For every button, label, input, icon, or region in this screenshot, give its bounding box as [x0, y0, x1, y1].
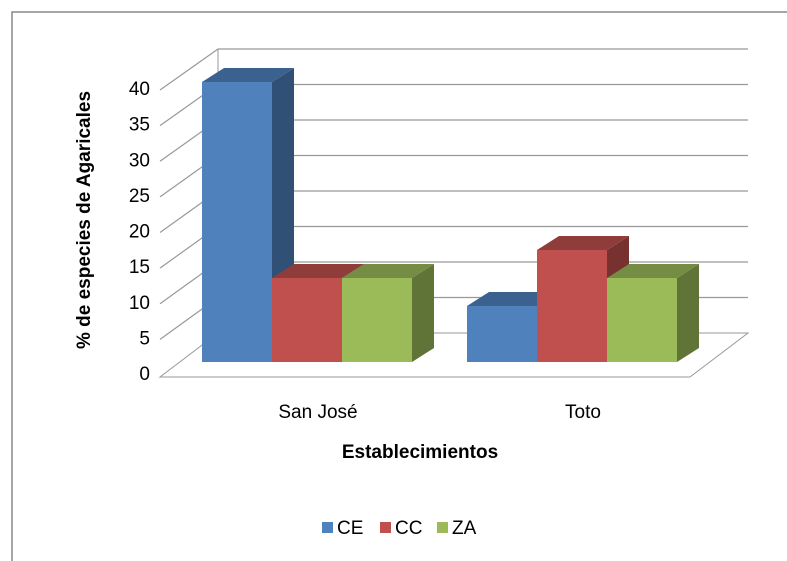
y-tick-label: 5 — [139, 328, 150, 349]
y-tick-label: 25 — [129, 186, 150, 207]
y-tick-label: 35 — [129, 115, 150, 136]
legend-label: CE — [337, 518, 363, 539]
legend-swatch — [322, 522, 333, 533]
bar-top — [607, 264, 699, 278]
y-axis-title: % de especies de Agaricales — [74, 91, 95, 349]
legend-label: CC — [395, 518, 422, 539]
bar-top — [537, 236, 629, 250]
y-tick-label: 30 — [129, 150, 150, 171]
legend-swatch — [437, 522, 448, 533]
bar-side — [412, 264, 434, 362]
y-tick-label: 15 — [129, 257, 150, 278]
x-tick-label: Toto — [565, 402, 601, 423]
bar-top — [202, 68, 294, 82]
bar — [342, 278, 412, 362]
bar — [467, 306, 537, 362]
bar — [202, 82, 272, 362]
bar-top — [342, 264, 434, 278]
y-tick-label: 20 — [129, 222, 150, 243]
legend-label: ZA — [452, 518, 477, 539]
x-axis-title: Establecimientos — [342, 442, 498, 463]
bar-side — [677, 264, 699, 362]
bar-top — [467, 292, 559, 306]
x-tick-label: San José — [278, 402, 357, 423]
y-tick-label: 0 — [139, 364, 150, 385]
bar — [537, 250, 607, 362]
y-tick-label: 40 — [129, 79, 150, 100]
y-tick-label: 10 — [129, 293, 150, 314]
bar-top — [272, 264, 364, 278]
bar — [272, 278, 342, 362]
legend-swatch — [380, 522, 391, 533]
bar — [607, 278, 677, 362]
